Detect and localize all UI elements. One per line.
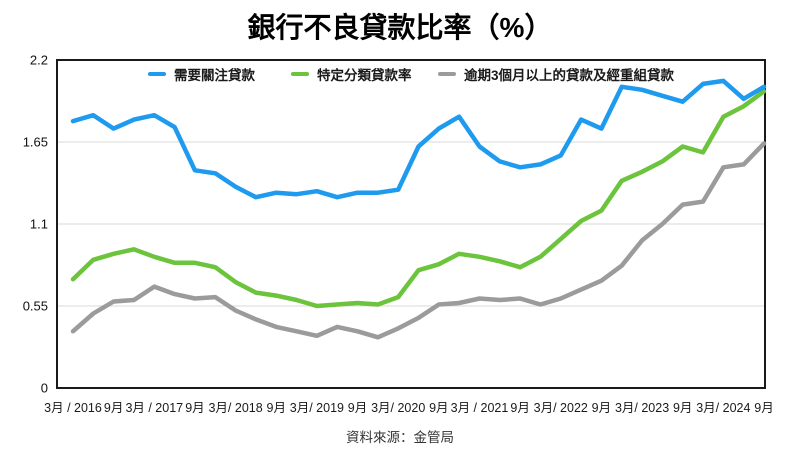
chart-title: 銀行不良貸款比率（%）	[247, 12, 553, 43]
x-axis-tick-label: 9月	[429, 401, 449, 415]
x-axis-tick-label: 9月	[672, 401, 693, 415]
x-axis-tick-label: 9月	[347, 401, 368, 415]
legend-label: 逾期3個月以上的貸款及經重組貸款	[464, 68, 675, 83]
x-axis-tick-label: 3月/ 2023	[614, 401, 670, 415]
y-axis-tick-label: 2.2	[29, 52, 48, 68]
x-axis-tick-label: 3月/ 2020	[371, 401, 426, 415]
x-axis-tick-label: 9月	[185, 401, 205, 415]
x-axis-tick-label: 3月/ 2024	[696, 401, 751, 415]
legend-dash-blue-icon	[148, 72, 166, 76]
plot-border	[56, 59, 766, 389]
legend-label: 需要關注貸款	[174, 68, 255, 83]
source-note: 資料來源：金管局	[346, 430, 454, 445]
y-axis-tick-label: 0	[40, 380, 48, 396]
x-axis-tick-label: 3月/ 2018	[208, 401, 263, 415]
x-axis-tick-label: 3月 / 2017	[125, 401, 184, 415]
legend-dash-green-icon	[291, 72, 309, 76]
legend-label: 特定分類貸款率	[317, 68, 412, 83]
legend-dash-gray-icon	[438, 72, 456, 76]
y-axis-tick-label: 1.1	[29, 216, 48, 232]
data-line	[70, 89, 767, 309]
x-axis-tick-label: 9月	[266, 401, 286, 415]
data-line	[70, 141, 767, 340]
x-axis-tick-label: 9月	[103, 401, 124, 415]
x-axis-tick-label: 3月/ 2022	[533, 401, 588, 415]
x-axis-tick-label: 9月	[754, 401, 774, 415]
data-line	[70, 78, 767, 200]
x-axis-tick-label: 9月	[591, 401, 612, 415]
y-axis-tick-label: 1.65	[22, 134, 48, 150]
legend-item-classified-loan-ratio: 特定分類貸款率	[291, 65, 412, 83]
x-axis-tick-label: 3月 / 2016	[44, 401, 102, 415]
legend-item-special-mention-loans: 需要關注貸款	[148, 65, 255, 83]
legend-item-overdue-rescheduled-loans: 逾期3個月以上的貸款及經重組貸款	[438, 65, 674, 83]
x-axis-tick-label: 9月	[510, 401, 530, 415]
x-axis-tick-label: 3月/ 2019	[289, 401, 344, 415]
y-axis-tick-label: 0.55	[22, 298, 48, 314]
x-axis-tick-label: 3月 / 2021	[450, 401, 509, 415]
